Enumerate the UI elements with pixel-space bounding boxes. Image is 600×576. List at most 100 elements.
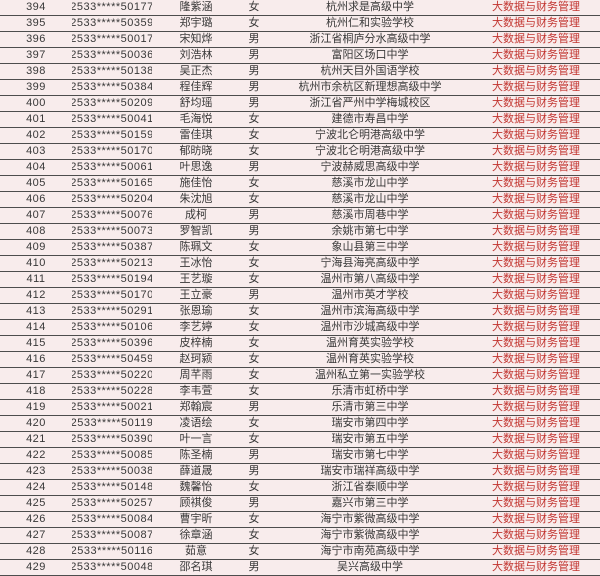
row-number-cell: 398 — [26, 65, 46, 77]
table-row: 408 2533*****50073 罗智凯 男 余姚市第七中学 大数据与财务管理 — [0, 224, 600, 240]
major-cell: 大数据与财务管理 — [492, 289, 580, 301]
name-cell: 成柯 — [185, 209, 207, 221]
gender-cell: 男 — [248, 209, 260, 221]
row-number-cell: 407 — [26, 209, 46, 221]
gender-cell: 男 — [248, 81, 260, 93]
name-cell: 隆紫涵 — [179, 1, 213, 13]
major-cell: 大数据与财务管理 — [492, 417, 580, 429]
row-number-cell: 396 — [26, 33, 46, 45]
row-number-cell: 402 — [26, 129, 46, 141]
table-row: 394 2533*****50177 隆紫涵 女 杭州求是高级中学 大数据与财务管理 — [0, 0, 600, 16]
candidate-id-cell: 2533*****50041 — [72, 113, 152, 125]
school-cell: 嘉兴市第三中学 — [331, 497, 409, 509]
major-cell: 大数据与财务管理 — [492, 97, 580, 109]
table-row: 427 2533*****50087 徐章涵 女 海宁市紫微高级中学 大数据与财务管理 — [0, 528, 600, 544]
row-number-cell: 397 — [26, 49, 46, 61]
candidate-id-cell: 2533*****50159 — [72, 129, 152, 141]
candidate-id-cell: 2533*****50209 — [72, 97, 152, 109]
table-row: 400 2533*****50209 舒均瑶 男 浙江省严州中学梅城校区 大数据与财务管理 — [0, 96, 600, 112]
table-row: 416 2533*****50459 赵珂颍 女 温州育英实验学校 大数据与财务管理 — [0, 352, 600, 368]
table-row: 412 2533*****50170 王立豪 男 温州市英才学校 大数据与财务管理 — [0, 288, 600, 304]
school-cell: 瑞安市第七中学 — [331, 449, 409, 461]
major-cell: 大数据与财务管理 — [492, 385, 580, 397]
major-cell: 大数据与财务管理 — [492, 65, 580, 77]
school-cell: 浙江省桐庐分水高级中学 — [309, 33, 431, 45]
name-cell: 李艺婷 — [179, 321, 213, 333]
gender-cell: 女 — [248, 337, 260, 349]
name-cell: 邵名琪 — [179, 561, 213, 573]
candidate-id-cell: 2533*****50396 — [72, 337, 152, 349]
major-cell: 大数据与财务管理 — [492, 129, 580, 141]
school-cell: 富阳区场口中学 — [331, 49, 409, 61]
school-cell: 浙江省泰顺中学 — [331, 481, 409, 493]
gender-cell: 女 — [248, 433, 260, 445]
gender-cell: 女 — [248, 17, 260, 29]
table-row: 413 2533*****50291 张恩瑜 女 温州市滨海高级中学 大数据与财务管理 — [0, 304, 600, 320]
gender-cell: 男 — [248, 49, 260, 61]
major-cell: 大数据与财务管理 — [492, 209, 580, 221]
table-row: 399 2533*****50384 程佳辉 男 杭州市余杭区新理想高级中学 大数据与财务… — [0, 80, 600, 96]
name-cell: 陈珮文 — [179, 241, 213, 253]
candidate-id-cell: 2533*****50177 — [72, 1, 152, 13]
table-row: 415 2533*****50396 皮梓楠 女 温州育英实验学校 大数据与财务管理 — [0, 336, 600, 352]
row-number-cell: 410 — [26, 257, 46, 269]
table-row: 397 2533*****50036 刘浩林 男 富阳区场口中学 大数据与财务管理 — [0, 48, 600, 64]
name-cell: 叶思逸 — [179, 161, 213, 173]
candidate-id-cell: 2533*****50359 — [72, 17, 152, 29]
row-number-cell: 406 — [26, 193, 46, 205]
row-number-cell: 424 — [26, 481, 46, 493]
major-cell: 大数据与财务管理 — [492, 321, 580, 333]
candidate-id-cell: 2533*****50213 — [72, 257, 152, 269]
major-cell: 大数据与财务管理 — [492, 369, 580, 381]
table-row: 421 2533*****50390 叶一言 女 瑞安市第五中学 大数据与财务管理 — [0, 432, 600, 448]
table-row: 424 2533*****50148 魏馨怡 女 浙江省泰顺中学 大数据与财务管理 — [0, 480, 600, 496]
major-cell: 大数据与财务管理 — [492, 145, 580, 157]
school-cell: 慈溪市龙山中学 — [331, 177, 409, 189]
gender-cell: 女 — [248, 257, 260, 269]
name-cell: 刘浩林 — [179, 49, 213, 61]
gender-cell: 女 — [248, 273, 260, 285]
major-cell: 大数据与财务管理 — [492, 1, 580, 13]
gender-cell: 女 — [248, 113, 260, 125]
gender-cell: 女 — [248, 369, 260, 381]
gender-cell: 女 — [248, 193, 260, 205]
school-cell: 浙江省严州中学梅城校区 — [309, 97, 431, 109]
candidate-id-cell: 2533*****50194 — [72, 273, 152, 285]
name-cell: 雷佳琪 — [179, 129, 213, 141]
school-cell: 宁波北仑明港高级中学 — [315, 129, 425, 141]
major-cell: 大数据与财务管理 — [492, 49, 580, 61]
row-number-cell: 416 — [26, 353, 46, 365]
table-row: 401 2533*****50041 毛海悦 女 建德市寿昌中学 大数据与财务管理 — [0, 112, 600, 128]
major-cell: 大数据与财务管理 — [492, 545, 580, 557]
school-cell: 杭州市余杭区新理想高级中学 — [298, 81, 442, 93]
major-cell: 大数据与财务管理 — [492, 225, 580, 237]
major-cell: 大数据与财务管理 — [492, 161, 580, 173]
major-cell: 大数据与财务管理 — [492, 449, 580, 461]
row-number-cell: 404 — [26, 161, 46, 173]
candidate-id-cell: 2533*****50021 — [72, 401, 152, 413]
name-cell: 陈圣楠 — [179, 449, 213, 461]
major-cell: 大数据与财务管理 — [492, 561, 580, 573]
row-number-cell: 403 — [26, 145, 46, 157]
school-cell: 温州育英实验学校 — [326, 353, 414, 365]
name-cell: 周芊雨 — [179, 369, 213, 381]
name-cell: 郑宇璐 — [179, 17, 213, 29]
gender-cell: 女 — [248, 481, 260, 493]
name-cell: 朱沈旭 — [179, 193, 213, 205]
table-row: 426 2533*****50084 曹宇昕 女 海宁市紫微高级中学 大数据与财务管理 — [0, 512, 600, 528]
gender-cell: 女 — [248, 353, 260, 365]
major-cell: 大数据与财务管理 — [492, 529, 580, 541]
name-cell: 徐章涵 — [179, 529, 213, 541]
name-cell: 施佳怡 — [179, 177, 213, 189]
name-cell: 皮梓楠 — [179, 337, 213, 349]
school-cell: 吴兴高级中学 — [337, 561, 403, 573]
table-row: 406 2533*****50204 朱沈旭 女 慈溪市龙山中学 大数据与财务管理 — [0, 192, 600, 208]
candidate-id-cell: 2533*****50038 — [72, 465, 152, 477]
table-row: 429 2533*****50048 邵名琪 男 吴兴高级中学 大数据与财务管理 — [0, 560, 600, 576]
candidate-id-cell: 2533*****50390 — [72, 433, 152, 445]
gender-cell: 男 — [248, 97, 260, 109]
table-row: 405 2533*****50165 施佳怡 女 慈溪市龙山中学 大数据与财务管理 — [0, 176, 600, 192]
name-cell: 张恩瑜 — [179, 305, 213, 317]
row-number-cell: 419 — [26, 401, 46, 413]
